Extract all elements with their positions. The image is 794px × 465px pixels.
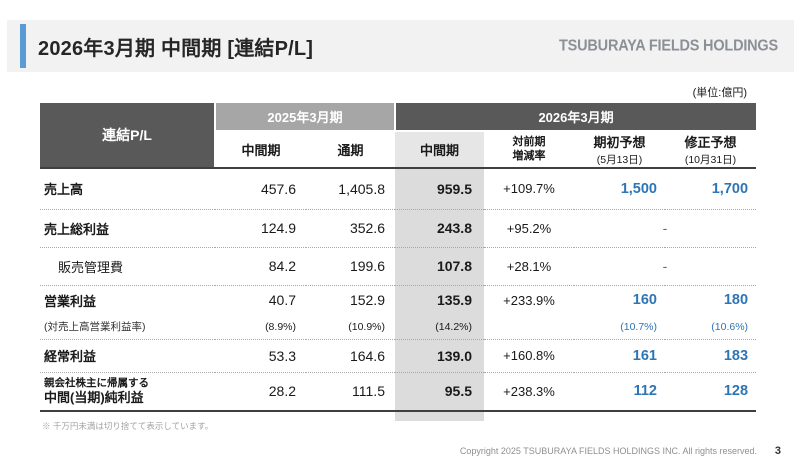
table-row-net-income: 親会社株主に帰属する 中間(当期)純利益 28.2 111.5 95.5 +23… [40, 372, 757, 412]
cell-yoy: +95.2% [484, 209, 574, 248]
table-row-sga-expenses: 販売管理費 84.2 199.6 107.8 +28.1% - [40, 247, 757, 286]
table-row-net-sales: 売上高 457.6 1,405.8 959.5 +109.7% 1,500 1,… [40, 168, 757, 210]
cell-interim-2026: 139.0 [395, 339, 484, 373]
cell-full-year-2025: 199.6 [306, 247, 395, 286]
row-label: 営業利益 [44, 293, 97, 309]
cell-full-year-2025: 352.6 [306, 209, 395, 248]
col-header-revised-forecast: 修正予想 (10月31日) [665, 131, 757, 169]
col-header-initial-forecast-date: (5月13日) [596, 154, 643, 166]
page-title: 2026年3月期 中間期 [連結P/L] [38, 37, 314, 60]
col-header-initial-forecast-label: 期初予想 [593, 135, 646, 150]
cell-interim-2026: 135.9 [395, 285, 484, 315]
col-header-interim-2025: 中間期 [215, 131, 306, 169]
cell-yoy: +233.9% [503, 292, 555, 308]
col-header-revised-forecast-date: (10月31日) [684, 154, 737, 166]
row-label: 親会社株主に帰属する 中間(当期)純利益 [40, 372, 215, 412]
column-group-fy2025: 2025年3月期 [215, 103, 396, 132]
col-header-yoy-change: 対前期 増減率 [484, 131, 574, 169]
table-row-operating-margin: (対売上高営業利益率) (8.9%) (10.9%) (14.2%) (10.7… [40, 315, 757, 340]
title-band: 2026年3月期 中間期 [連結P/L] TSUBURAYA FIELDS HO… [7, 20, 794, 72]
row-label: 売上高 [40, 168, 215, 210]
copyright-notice: Copyright 2025 TSUBURAYA FIELDS HOLDINGS… [459, 446, 757, 456]
cell-revised-forecast: 1,700 [665, 168, 757, 210]
cell-yoy: +109.7% [484, 168, 574, 210]
cell-initial-forecast: 112 [574, 372, 665, 412]
unit-note: (単位:億円) [692, 87, 747, 99]
table-row-operating-income: 営業利益 40.7 152.9 135.9 +233.9% 160 180 [40, 285, 756, 315]
cell-yoy-empty [484, 315, 574, 340]
cell-interim-2026: 95.5 [395, 372, 484, 412]
row-label: 売上総利益 [40, 209, 215, 248]
cell-yoy: +28.1% [484, 247, 574, 286]
cell-forecast-dash: - [574, 247, 757, 286]
col-header-yoy-line2: 増減率 [512, 149, 546, 162]
cell-interim-2025: 28.2 [215, 372, 306, 412]
cell-initial-forecast: 161 [574, 339, 665, 373]
cell-full-year-2025: 111.5 [306, 372, 395, 412]
interim-2026-column-stub [395, 412, 484, 421]
row-label: (対売上高営業利益率) [40, 315, 215, 340]
pl-table-container: 連結P/L 2025年3月期 2026年3月期 中間期 通期 中間期 対前期 増… [40, 103, 757, 421]
cell-interim-2025: 40.7 [268, 292, 296, 309]
cell-yoy: +238.3% [484, 372, 574, 412]
column-group-fy2026: 2026年3月期 [395, 103, 757, 132]
col-header-initial-forecast: 期初予想 (5月13日) [574, 131, 665, 169]
table-row-ordinary-income: 経常利益 53.3 164.6 139.0 +160.8% 161 183 [40, 339, 757, 373]
col-header-revised-forecast-label: 修正予想 [684, 135, 737, 150]
pl-table: 連結P/L 2025年3月期 2026年3月期 中間期 通期 中間期 対前期 増… [40, 103, 757, 412]
company-logo: TSUBURAYA FIELDS HOLDINGS [559, 37, 778, 55]
col-header-interim-2026: 中間期 [395, 131, 484, 169]
cell-full-year-2025: 1,405.8 [306, 168, 395, 210]
cell-revised-forecast: (10.6%) [665, 315, 757, 340]
cell-full-year-2025: 152.9 [349, 292, 385, 309]
cell-interim-2025: (8.9%) [215, 315, 306, 340]
cell-revised-forecast: 183 [665, 339, 757, 373]
row-label-line2: 中間(当期)純利益 [44, 389, 144, 405]
cell-interim-2025: 84.2 [215, 247, 306, 286]
table-row-gross-profit: 売上総利益 124.9 352.6 243.8 +95.2% - [40, 209, 757, 248]
cell-full-year-2025: 164.6 [306, 339, 395, 373]
title-accent-bar [20, 24, 26, 68]
col-header-yoy-line1: 対前期 [512, 135, 546, 148]
cell-yoy: +160.8% [484, 339, 574, 373]
cell-interim-2026: 243.8 [395, 209, 484, 248]
cell-revised-forecast: 180 [723, 292, 749, 309]
cell-interim-2026: (14.2%) [395, 315, 484, 340]
row-label-line1: 親会社株主に帰属する [44, 376, 149, 389]
cell-forecast-dash: - [574, 209, 757, 248]
cell-interim-2025: 124.9 [215, 209, 306, 248]
cell-interim-2025: 53.3 [215, 339, 306, 373]
cell-initial-forecast: 160 [632, 292, 657, 309]
cell-interim-2025: 457.6 [215, 168, 306, 210]
page-number: 3 [774, 445, 781, 457]
cell-initial-forecast: (10.7%) [574, 315, 665, 340]
cell-revised-forecast: 128 [665, 372, 757, 412]
row-label: 経常利益 [40, 339, 215, 373]
cell-interim-2026: 959.5 [395, 168, 484, 210]
cell-interim-2026: 107.8 [395, 247, 484, 286]
cell-initial-forecast: 1,500 [574, 168, 665, 210]
table-corner-label: 連結P/L [40, 103, 216, 169]
rounding-footnote: ※ 千万円未満は切り捨てて表示しています。 [42, 421, 214, 431]
row-label: 販売管理費 [40, 247, 215, 286]
cell-full-year-2025: (10.9%) [306, 315, 395, 340]
col-header-full-year-2025: 通期 [306, 131, 395, 169]
